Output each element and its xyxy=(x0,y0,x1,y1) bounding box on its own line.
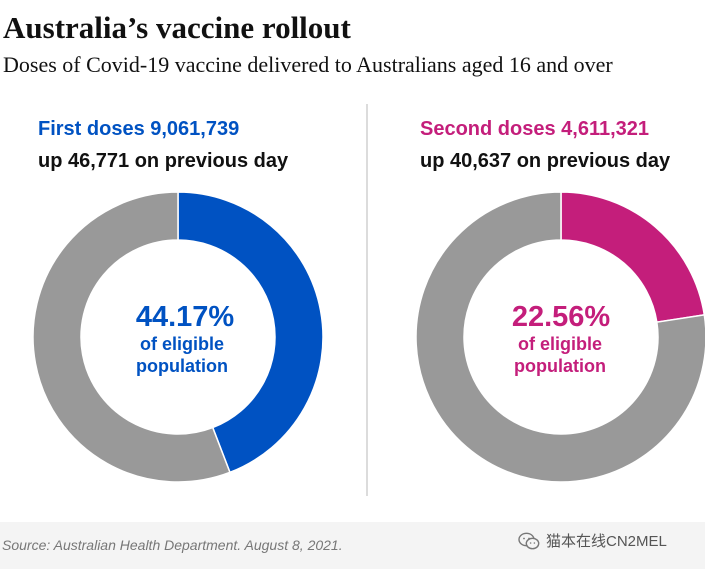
first-doses-donut xyxy=(32,191,324,483)
second-doses-caption-line1: of eligible xyxy=(518,334,602,354)
second-doses-heading: Second doses 4,611,321 xyxy=(420,118,650,140)
remaining-slice xyxy=(32,191,231,483)
watermark: 猫本在线CN2MEL xyxy=(518,530,667,551)
second-doses-percent: 22.56% xyxy=(512,301,611,333)
first-doses-caption-line1: of eligible xyxy=(140,334,224,354)
first-doses-heading: First doses 9,061,739 xyxy=(38,118,240,140)
wechat-icon xyxy=(518,532,540,549)
watermark-text: 猫本在线CN2MEL xyxy=(546,533,667,550)
first-doses-change: up 46,771 on previous day xyxy=(38,150,289,172)
vaccinated-slice xyxy=(177,191,324,474)
source-note: Source: Australian Health Department. Au… xyxy=(2,537,343,553)
second-doses-donut xyxy=(415,191,705,483)
first-doses-caption-line2: population xyxy=(136,356,228,376)
second-doses-change: up 40,637 on previous day xyxy=(420,150,671,172)
chart-title: Australia’s vaccine rollout xyxy=(3,10,351,45)
remaining-slice xyxy=(415,191,705,483)
chart-subtitle: Doses of Covid-19 vaccine delivered to A… xyxy=(3,52,613,77)
footer-band xyxy=(0,522,705,569)
second-doses-caption-line2: population xyxy=(514,356,606,376)
first-doses-percent: 44.17% xyxy=(136,301,235,333)
panel-divider xyxy=(366,104,368,496)
